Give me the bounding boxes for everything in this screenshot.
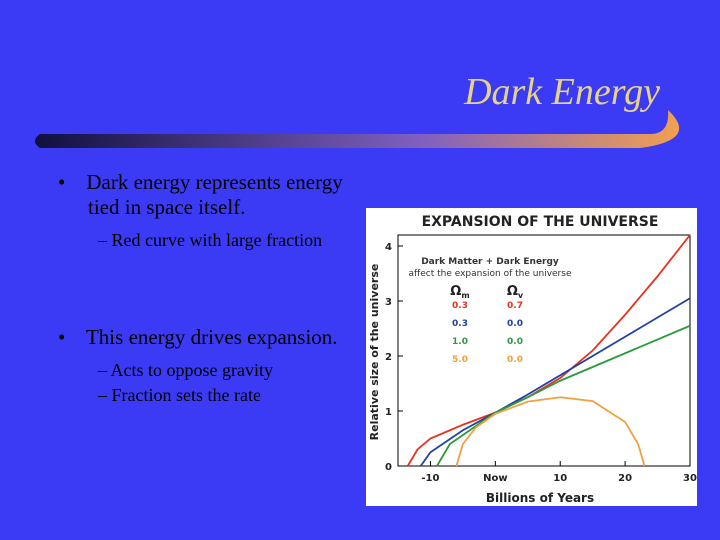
- sub-bullet: – Fraction sets the rate: [98, 385, 261, 405]
- x-tick-label: 30: [683, 473, 697, 484]
- plot-frame: [397, 234, 691, 467]
- x-axis-label: Billions of Years: [486, 491, 594, 505]
- param-value: 5.0: [452, 355, 468, 365]
- sub-bullet-text: Acts to oppose gravity: [110, 360, 273, 380]
- param-value: 0.0: [507, 355, 523, 365]
- y-tick-label: 0: [385, 462, 392, 473]
- y-axis-label: Relative size of the universe: [368, 264, 381, 441]
- param-value: 0.7: [507, 301, 523, 311]
- x-tick-label: 10: [553, 473, 567, 484]
- sub-bullet-text: Red curve with large fraction: [111, 230, 323, 250]
- slide-title: Dark Energy: [464, 71, 660, 113]
- param-value: 1.0: [452, 337, 468, 347]
- param-value: 0.0: [507, 319, 523, 329]
- bullet: • Dark energy represents energy tied in …: [58, 170, 343, 219]
- title-swoosh: [35, 110, 680, 148]
- bullet-text: This energy drives expansion.: [85, 325, 338, 349]
- x-tick-label: 20: [618, 473, 632, 484]
- param-value: 0.3: [452, 319, 468, 329]
- param-header: Ωm: [450, 284, 469, 300]
- param-header: Ωv: [507, 284, 524, 300]
- sub-bullet: – Acts to oppose gravity: [98, 360, 273, 380]
- chart-title: EXPANSION OF THE UNIVERSE: [422, 214, 659, 230]
- param-symbol: Ω: [450, 284, 461, 299]
- series-line: [419, 297, 691, 467]
- sub-bullet-text: Fraction sets the rate: [111, 385, 261, 405]
- x-tick-label: -10: [421, 473, 439, 484]
- chart-background: [366, 208, 697, 506]
- bullet-group: • This energy drives expansion. – Acts t…: [58, 325, 348, 406]
- series-line: [455, 396, 646, 467]
- y-tick-label: 3: [385, 297, 392, 308]
- param-sub: m: [461, 291, 469, 300]
- param-symbol: Ω: [507, 284, 518, 299]
- annotation: affect the expansion of the universe: [409, 269, 572, 279]
- y-tick-label: 2: [385, 352, 392, 363]
- bullet: • This energy drives expansion.: [58, 325, 338, 349]
- x-tick-label: Now: [483, 473, 507, 484]
- param-value: 0.3: [452, 301, 468, 311]
- y-tick-label: 1: [385, 407, 392, 418]
- bullet-group: • Dark energy represents energy tied in …: [58, 170, 348, 251]
- sub-bullet: – Red curve with large fraction: [98, 230, 323, 250]
- bullet-text: Dark energy represents energy tied in sp…: [86, 170, 343, 219]
- series-line: [436, 324, 691, 467]
- param-value: 0.0: [507, 337, 523, 347]
- param-sub: v: [518, 291, 524, 300]
- y-tick-label: 4: [385, 242, 392, 253]
- annotation: Dark Matter + Dark Energy: [421, 257, 559, 267]
